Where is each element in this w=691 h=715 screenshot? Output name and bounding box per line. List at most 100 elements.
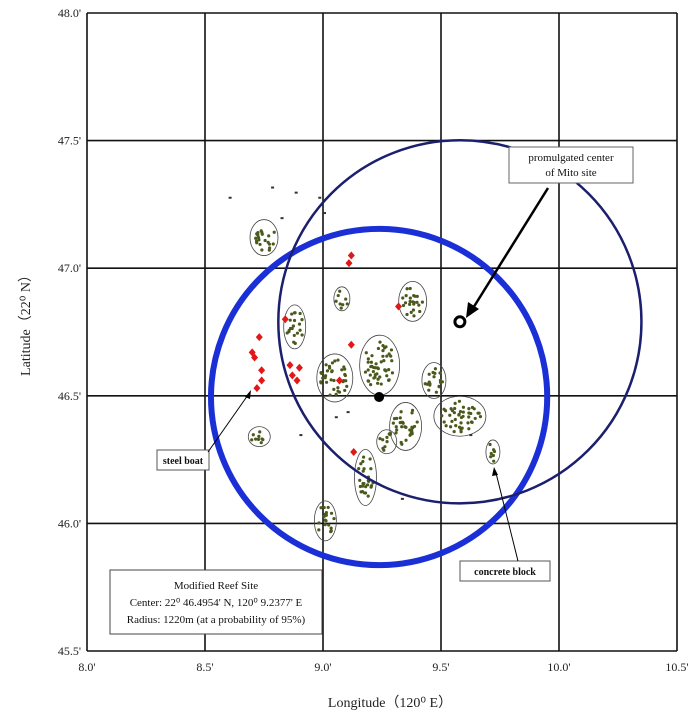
reef-block [408,296,412,300]
reef-block [297,322,302,326]
x-tick-label: 8.0' [78,660,95,674]
reef-block [228,196,232,199]
reef-block [257,434,261,438]
reef-block [378,340,382,344]
reef-block [326,505,330,510]
reef-block [428,383,432,387]
reef-block [317,528,321,532]
reef-block [427,388,431,392]
reef-block [258,430,262,434]
reef-block [364,351,368,355]
reef-block [411,300,415,304]
reef-block [382,359,386,363]
reef-block [410,408,415,412]
concrete-block-arrowhead [492,467,498,476]
reef-block [358,484,362,489]
reef-block [319,506,323,510]
reef-block [256,233,260,237]
reef-block [376,346,381,351]
reef-cluster-outline [354,449,377,506]
reef-block [345,384,349,388]
reef-block [292,318,297,323]
reef-block [410,432,414,436]
reef-block [408,299,412,304]
modified-reef-center-marker [374,391,385,402]
reef-block [461,405,466,409]
reef-block [458,410,463,414]
reef-block [258,242,262,247]
reef-block [345,302,349,306]
reef-block [450,419,454,423]
reef-block [404,438,408,442]
y-tick-label: 47.5' [58,134,81,148]
reef-block [260,437,264,441]
reef-block [341,378,346,383]
reef-block [477,411,481,415]
reef-block [338,302,342,306]
reef-block [385,440,389,444]
steel-boat-marker [336,376,344,385]
promulgated-center-label-line1: promulgated center [528,152,614,164]
reef-block [298,328,302,332]
reef-block [454,424,458,428]
reef-cluster-outline [376,429,398,455]
reef-block [369,360,374,364]
reef-block [330,361,335,365]
reef-block [369,383,373,387]
site-info-radius: Radius: 1220m (at a probability of 95%) [127,614,306,626]
reef-block [271,186,275,189]
reef-block [466,421,470,425]
reef-block [389,348,394,352]
reef-block [473,416,477,421]
reef-block [442,407,446,411]
x-tick-label: 8.5' [196,660,213,674]
reef-block [381,344,385,348]
x-tick-label: 10.0' [547,660,570,674]
reef-block [412,294,416,298]
reef-block [448,413,452,417]
reef-block [357,466,361,471]
reef-block [292,340,296,344]
reef-block [417,303,421,307]
steel-boat-marker [258,376,266,385]
steel-boat-marker [347,251,355,260]
reef-block [400,425,404,429]
reef-block [382,346,387,350]
steel-boat-marker [255,333,263,342]
reef-block [369,365,373,369]
reef-block [387,368,391,372]
reef-block [333,359,337,363]
y-axis-title: Latitude（22⁰ N） [18,268,34,376]
reef-block [325,369,330,373]
reef-block [401,296,405,300]
reef-block [399,410,403,414]
reef-block [469,434,473,437]
x-axis-title: Longitude（120⁰ E） [328,695,452,711]
reef-block [250,438,254,442]
reef-block [334,392,338,396]
reef-block [259,229,263,233]
reef-block [260,248,264,252]
reef-block [453,406,457,411]
reef-block [344,297,348,301]
reef-block [366,368,370,372]
reef-block [366,357,370,361]
reef-block [378,437,382,441]
reef-block [290,312,294,316]
reef-block [467,415,471,419]
reef-block [425,382,429,386]
reef-block [334,416,338,419]
reef-block [254,236,258,240]
reef-block [336,386,340,390]
reef-block [398,416,402,420]
reef-block [323,512,327,517]
steel-boat-marker [288,371,296,380]
reef-block [389,354,393,358]
reef-block [371,365,376,369]
reef-block [268,246,272,250]
reef-block [408,302,412,306]
reef-block [366,494,370,498]
reef-cluster-outline [316,353,354,403]
reef-block [478,414,483,419]
